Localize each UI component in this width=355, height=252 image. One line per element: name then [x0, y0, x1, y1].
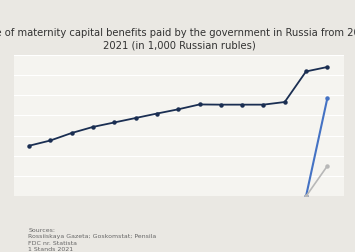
- Text: Sources:
Rossiiskaya Gazeta; Goskomstat; Pensila
FDC nr. Statista
1 Stands 2021: Sources: Rossiiskaya Gazeta; Goskomstat;…: [28, 227, 157, 251]
- Title: Value of maternity capital benefits paid by the government in Russia from 2007 t: Value of maternity capital benefits paid…: [0, 27, 355, 50]
